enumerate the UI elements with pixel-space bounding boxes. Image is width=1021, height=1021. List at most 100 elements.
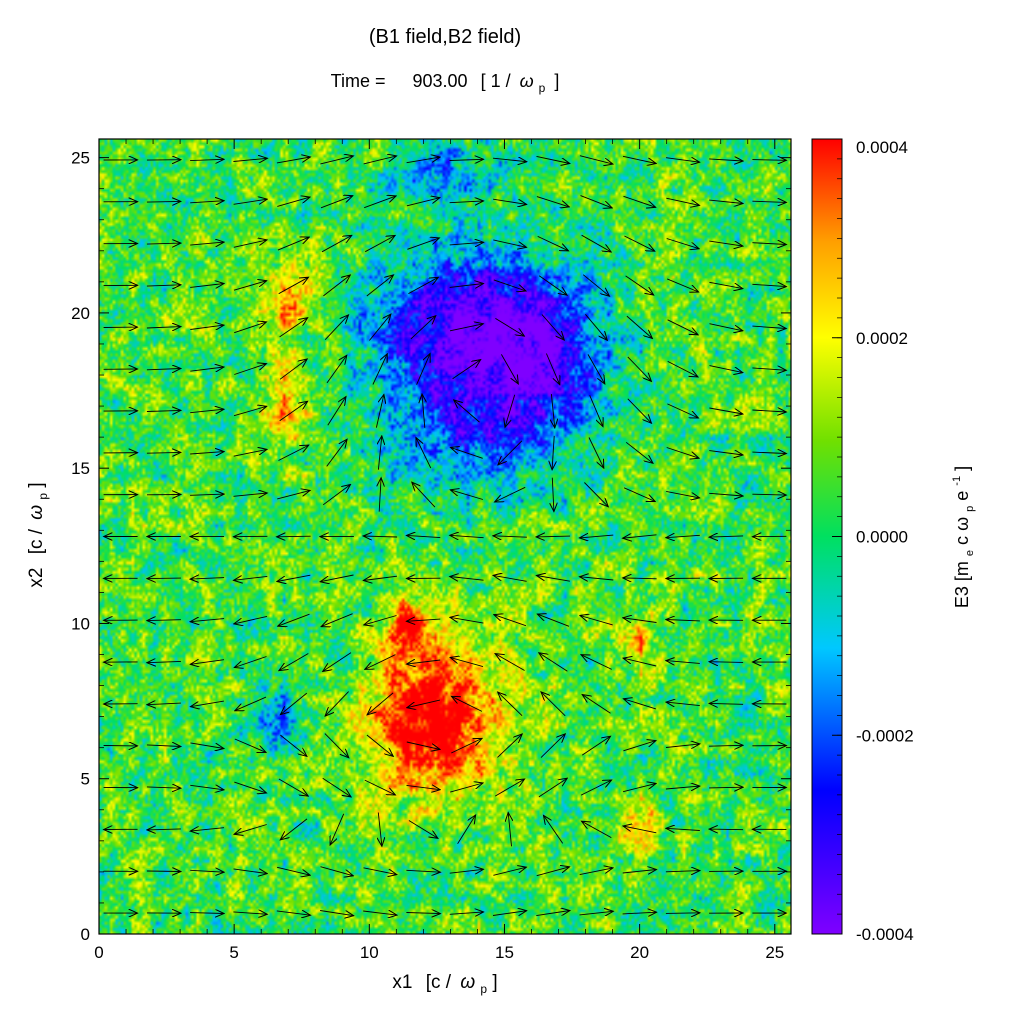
field-arrow	[493, 198, 527, 204]
field-arrow	[623, 658, 657, 667]
field-arrow	[146, 201, 181, 202]
field-arrow	[581, 736, 610, 756]
field-arrow	[623, 826, 657, 834]
colorbar-label-close: ]	[952, 466, 972, 471]
field-arrow	[233, 912, 267, 914]
field-arrow	[540, 734, 565, 758]
field-arrow	[627, 398, 652, 423]
field-arrow	[666, 620, 700, 621]
field-arrow	[449, 242, 484, 245]
field-arrow	[363, 576, 398, 580]
field-arrow	[407, 238, 439, 250]
x-axis-unit-open: [c /	[426, 972, 452, 993]
field-arrow	[752, 452, 786, 453]
colorbar-ticks: -0.0004 -0.0002 0.0000 0.0002 0.0004	[832, 138, 914, 944]
field-arrow	[320, 156, 353, 165]
y-tick-label: 10	[71, 614, 90, 633]
field-arrow	[326, 439, 347, 467]
colorbar-tick-label: 0.0000	[856, 528, 908, 547]
field-arrow	[625, 275, 654, 295]
field-arrow	[233, 158, 267, 161]
field-arrow	[407, 660, 441, 664]
field-arrow	[623, 195, 656, 207]
field-arrow	[752, 368, 786, 370]
field-arrow	[623, 741, 656, 752]
field-arrow	[623, 487, 655, 502]
field-arrow	[709, 703, 744, 704]
field-arrow	[666, 238, 699, 249]
field-arrow	[626, 315, 653, 338]
field-arrow	[147, 703, 181, 705]
field-arrow	[364, 196, 396, 209]
vector-field	[104, 156, 787, 916]
field-arrow	[234, 738, 266, 752]
field-arrow	[365, 654, 396, 670]
field-arrow	[709, 451, 743, 455]
field-arrow	[190, 828, 225, 831]
colorbar-label: E3 [m e c ω p e -1 ]	[944, 466, 977, 608]
field-arrow	[320, 196, 353, 209]
field-arrow	[146, 369, 181, 370]
field-arrow	[709, 281, 742, 288]
field-arrow	[536, 576, 570, 582]
field-arrow	[492, 911, 527, 916]
field-arrow	[190, 870, 224, 872]
y-tick-label: 15	[71, 459, 90, 478]
field-arrow	[366, 275, 394, 297]
field-arrow	[233, 869, 268, 874]
field-arrow	[406, 157, 441, 164]
field-arrow	[279, 359, 307, 380]
field-arrow	[581, 234, 612, 252]
field-arrow	[146, 410, 181, 411]
field-arrow	[363, 536, 398, 537]
field-arrow	[233, 281, 267, 291]
field-arrow	[322, 777, 351, 797]
field-arrow	[451, 447, 483, 459]
field-arrow	[495, 318, 524, 336]
field-arrow	[364, 615, 397, 625]
field-arrow	[580, 195, 613, 208]
field-arrow	[146, 327, 181, 328]
field-arrow	[752, 243, 786, 245]
field-arrow	[666, 661, 700, 664]
field-arrow	[406, 535, 441, 537]
field-arrow	[498, 440, 523, 465]
field-arrow	[372, 354, 387, 385]
field-arrow	[277, 574, 311, 581]
field-arrow	[327, 397, 346, 426]
x-tick-label: 25	[765, 943, 784, 962]
field-arrow	[579, 868, 613, 876]
field-arrow	[406, 913, 440, 914]
field-arrow	[147, 661, 181, 662]
field-arrow	[544, 815, 564, 844]
field-arrow	[410, 316, 436, 340]
field-arrow	[538, 275, 567, 296]
field-arrow	[497, 734, 523, 758]
x-axis-ticks: 0 5 10 15 20 25	[94, 139, 784, 962]
field-arrow	[234, 322, 266, 334]
field-arrow	[493, 575, 527, 582]
field-arrow	[277, 490, 310, 500]
field-arrow	[190, 619, 225, 622]
field-arrow	[408, 277, 438, 294]
colorbar-label-base: E3 [m	[952, 561, 972, 608]
field-arrow	[449, 201, 484, 203]
x-axis-unit-close: ]	[492, 972, 497, 993]
colorbar-tick-label: 0.0004	[856, 138, 908, 157]
field-arrow	[581, 655, 612, 670]
field-arrow	[580, 577, 614, 580]
x-tick-label: 5	[229, 943, 238, 962]
field-arrow	[537, 614, 570, 627]
field-arrow	[322, 485, 350, 506]
field-arrow	[495, 654, 525, 671]
field-arrow	[666, 197, 699, 205]
field-arrow	[406, 870, 440, 872]
field-arrow	[494, 615, 527, 627]
field-arrow	[709, 662, 744, 663]
field-arrow	[457, 815, 476, 845]
field-arrow	[584, 482, 608, 507]
field-arrow	[454, 400, 480, 423]
field-arrow	[375, 394, 384, 428]
x-tick-label: 10	[360, 943, 379, 962]
field-arrow	[709, 323, 743, 331]
